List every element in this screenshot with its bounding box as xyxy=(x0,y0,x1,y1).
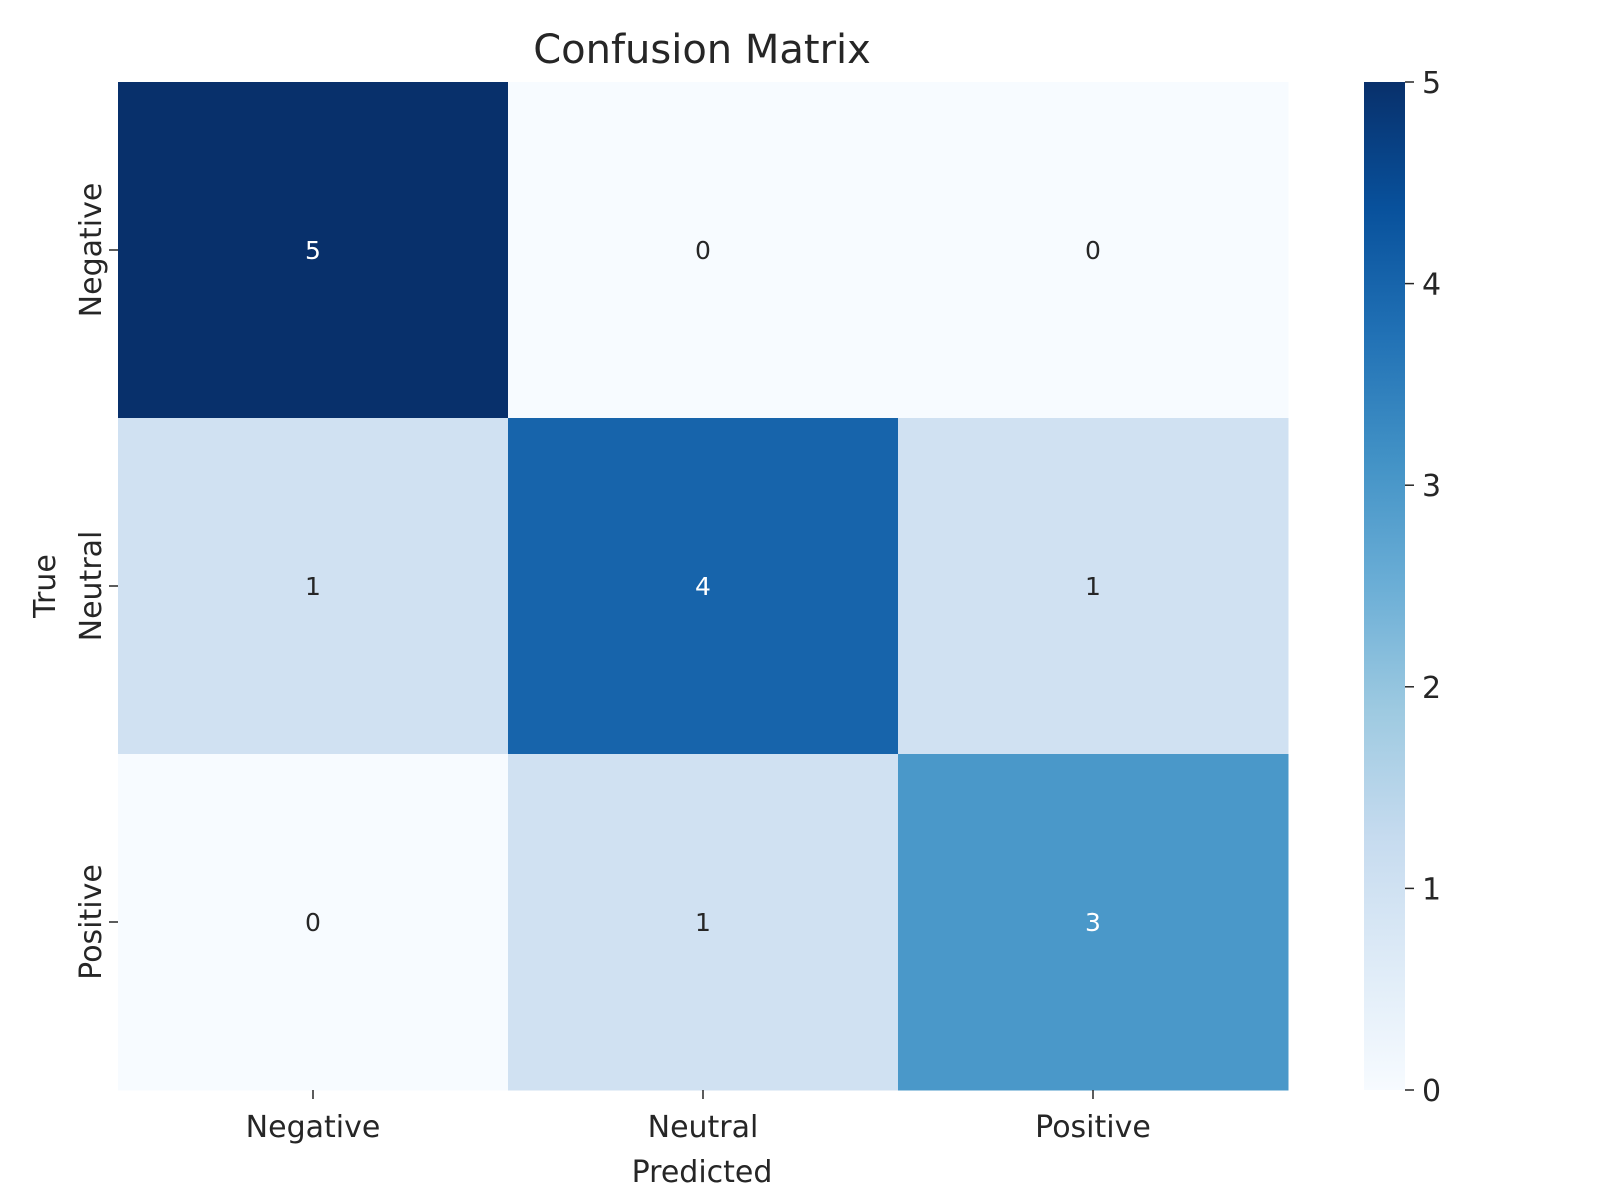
heatmap-cell xyxy=(118,754,509,1091)
y-tick-label: Positive xyxy=(74,864,109,980)
x-tick-label: Positive xyxy=(1035,1110,1151,1145)
cell-value-label: 4 xyxy=(695,572,711,601)
cell-value-label: 1 xyxy=(695,908,711,937)
x-tick-label: Neutral xyxy=(648,1110,759,1145)
cell-value-label: 0 xyxy=(1085,236,1101,265)
cell-value-label: 5 xyxy=(305,236,321,265)
colorbar-tick-label: 4 xyxy=(1422,268,1441,303)
cell-value-label: 3 xyxy=(1085,908,1101,937)
heatmap-cell xyxy=(508,82,899,419)
heatmap-cell xyxy=(898,754,1289,1091)
colorbar xyxy=(1364,82,1405,1090)
y-tick-label: Neutral xyxy=(74,531,109,642)
cell-value-label: 1 xyxy=(1085,572,1101,601)
colorbar-tick-label: 5 xyxy=(1422,66,1441,101)
x-axis-label: Predicted xyxy=(632,1155,773,1190)
chart-title: Confusion Matrix xyxy=(533,27,871,73)
x-tick-label: Negative xyxy=(246,1110,381,1145)
y-tick-label: Negative xyxy=(74,183,109,318)
colorbar-ticks: 0 1 2 3 4 5 xyxy=(1405,66,1441,1109)
heatmap-cell xyxy=(118,82,509,419)
colorbar-tick-label: 2 xyxy=(1422,671,1441,706)
colorbar-tick-label: 1 xyxy=(1422,872,1441,907)
heatmap-cell xyxy=(898,82,1289,419)
x-axis-ticks: Negative Neutral Positive xyxy=(246,1090,1151,1145)
cell-value-label: 0 xyxy=(305,908,321,937)
heatmap-cell xyxy=(508,754,899,1091)
heatmap-cell xyxy=(508,418,899,755)
cell-value-label: 0 xyxy=(695,236,711,265)
y-axis-ticks: Negative Neutral Positive xyxy=(74,183,118,980)
y-axis-label: True xyxy=(28,554,63,619)
heatmap-cells xyxy=(118,82,1289,1091)
cell-value-label: 1 xyxy=(305,572,321,601)
heatmap-annotations: 5 0 0 1 4 1 0 1 3 xyxy=(305,236,1101,937)
heatmap-cell xyxy=(118,418,509,755)
colorbar-tick-label: 3 xyxy=(1422,469,1441,504)
colorbar-tick-label: 0 xyxy=(1422,1074,1441,1109)
heatmap-cell xyxy=(898,418,1289,755)
